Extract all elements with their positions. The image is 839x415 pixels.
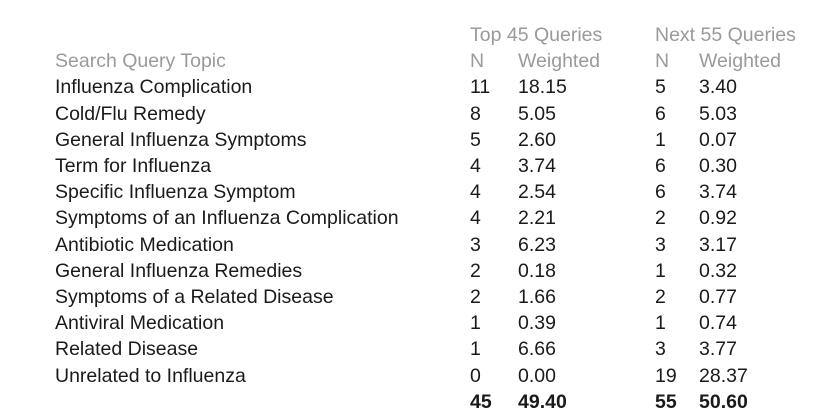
next-weighted-cell: 0.92 [699,207,737,230]
table-body: Influenza Complication 11 18.15 5 3.40 C… [55,74,809,414]
next-weighted-cell: 0.07 [699,128,737,151]
topic-cell: Influenza Complication [55,76,253,99]
table-row: Related Disease 1 6.66 3 3.77 [55,336,809,362]
next-weighted-cell: 0.30 [699,155,737,178]
table-row: Specific Influenza Symptom 4 2.54 6 3.74 [55,179,809,205]
totals-label-cell [55,389,470,415]
next-weighted-cell: 3.17 [699,233,737,256]
next-n-cell: 3 [655,233,666,256]
topic-cell: General Influenza Remedies [55,259,303,282]
top-weighted-cell: 0.00 [518,364,556,387]
header-top-weighted: Weighted [518,50,601,73]
header-spacer [55,22,470,48]
next-n-cell: 1 [655,312,666,335]
next-weighted-cell: 0.74 [699,312,737,335]
next-weighted-cell: 3.74 [699,181,737,204]
next-n-cell: 2 [655,285,666,308]
top-n-cell: 4 [470,207,481,230]
header-group-top-45: Top 45 Queries [470,24,603,47]
next-weighted-cell: 3.40 [699,76,737,99]
next-n-cell: 19 [655,364,677,387]
table-row: Influenza Complication 11 18.15 5 3.40 [55,74,809,100]
query-topic-table: Top 45 Queries Next 55 Queries Search Qu… [55,22,809,415]
next-n-cell: 1 [655,128,666,151]
top-weighted-cell: 2.54 [518,181,556,204]
top-n-cell: 8 [470,102,481,125]
topic-cell: Related Disease [55,338,199,361]
topic-cell: Unrelated to Influenza [55,364,246,387]
top-weighted-cell: 5.05 [518,102,556,125]
next-n-cell: 1 [655,259,666,282]
query-topic-table-container: Top 45 Queries Next 55 Queries Search Qu… [55,22,809,415]
topic-cell: Cold/Flu Remedy [55,102,206,125]
topic-cell: Symptoms of an Influenza Complication [55,207,399,230]
top-n-cell: 11 [470,76,491,99]
next-n-cell: 6 [655,155,666,178]
table-row: General Influenza Remedies 2 0.18 1 0.32 [55,258,809,284]
header-group-row: Top 45 Queries Next 55 Queries [55,22,809,48]
header-group-next-55: Next 55 Queries [655,24,796,47]
header-topic: Search Query Topic [55,50,226,73]
next-n-cell: 6 [655,181,666,204]
top-n-cell: 3 [470,233,481,256]
header-column-row: Search Query Topic N Weighted N Weighted [55,48,809,74]
total-next-weighted-cell: 50.60 [699,390,748,413]
next-n-cell: 2 [655,207,666,230]
top-n-cell: 4 [470,181,481,204]
top-weighted-cell: 6.66 [518,338,556,361]
top-n-cell: 5 [470,128,481,151]
top-weighted-cell: 1.66 [518,285,556,308]
table-row: General Influenza Symptoms 5 2.60 1 0.07 [55,127,809,153]
top-n-cell: 1 [470,312,481,335]
top-weighted-cell: 2.21 [518,207,556,230]
table-row: Cold/Flu Remedy 8 5.05 6 5.03 [55,101,809,127]
top-n-cell: 4 [470,155,481,178]
total-top-weighted-cell: 49.40 [518,390,567,413]
header-next-n: N [655,50,670,73]
next-n-cell: 3 [655,338,666,361]
topic-cell: General Influenza Symptoms [55,128,307,151]
top-weighted-cell: 6.23 [518,233,556,256]
top-weighted-cell: 0.18 [518,259,556,282]
next-weighted-cell: 0.77 [699,285,737,308]
table-row: Symptoms of an Influenza Complication 4 … [55,205,809,231]
topic-cell: Antibiotic Medication [55,233,234,256]
next-weighted-cell: 3.77 [699,338,737,361]
next-weighted-cell: 5.03 [699,102,737,125]
table-row: Symptoms of a Related Disease 2 1.66 2 0… [55,284,809,310]
top-n-cell: 2 [470,285,481,308]
header-next-weighted: Weighted [699,50,782,73]
topic-cell: Antiviral Medication [55,312,225,335]
top-n-cell: 2 [470,259,481,282]
topic-cell: Symptoms of a Related Disease [55,285,334,308]
topic-cell: Specific Influenza Symptom [55,181,296,204]
top-weighted-cell: 18.15 [518,76,567,99]
topic-cell: Term for Influenza [55,155,212,178]
next-weighted-cell: 0.32 [699,259,737,282]
next-n-cell: 5 [655,76,666,99]
next-weighted-cell: 28.37 [699,364,748,387]
top-weighted-cell: 3.74 [518,155,556,178]
top-n-cell: 1 [470,338,481,361]
table-row: Antibiotic Medication 3 6.23 3 3.17 [55,232,809,258]
table-header: Top 45 Queries Next 55 Queries Search Qu… [55,22,809,74]
total-top-n-cell: 45 [470,390,492,413]
table-row: Antiviral Medication 1 0.39 1 0.74 [55,310,809,336]
table-row: Term for Influenza 4 3.74 6 0.30 [55,153,809,179]
total-next-n-cell: 55 [655,390,677,413]
top-weighted-cell: 0.39 [518,312,556,335]
next-n-cell: 6 [655,102,666,125]
header-top-n: N [470,50,485,73]
table-row: Unrelated to Influenza 0 0.00 19 28.37 [55,362,809,388]
top-n-cell: 0 [470,364,481,387]
totals-row: 45 49.40 55 50.60 [55,389,809,415]
top-weighted-cell: 2.60 [518,128,556,151]
